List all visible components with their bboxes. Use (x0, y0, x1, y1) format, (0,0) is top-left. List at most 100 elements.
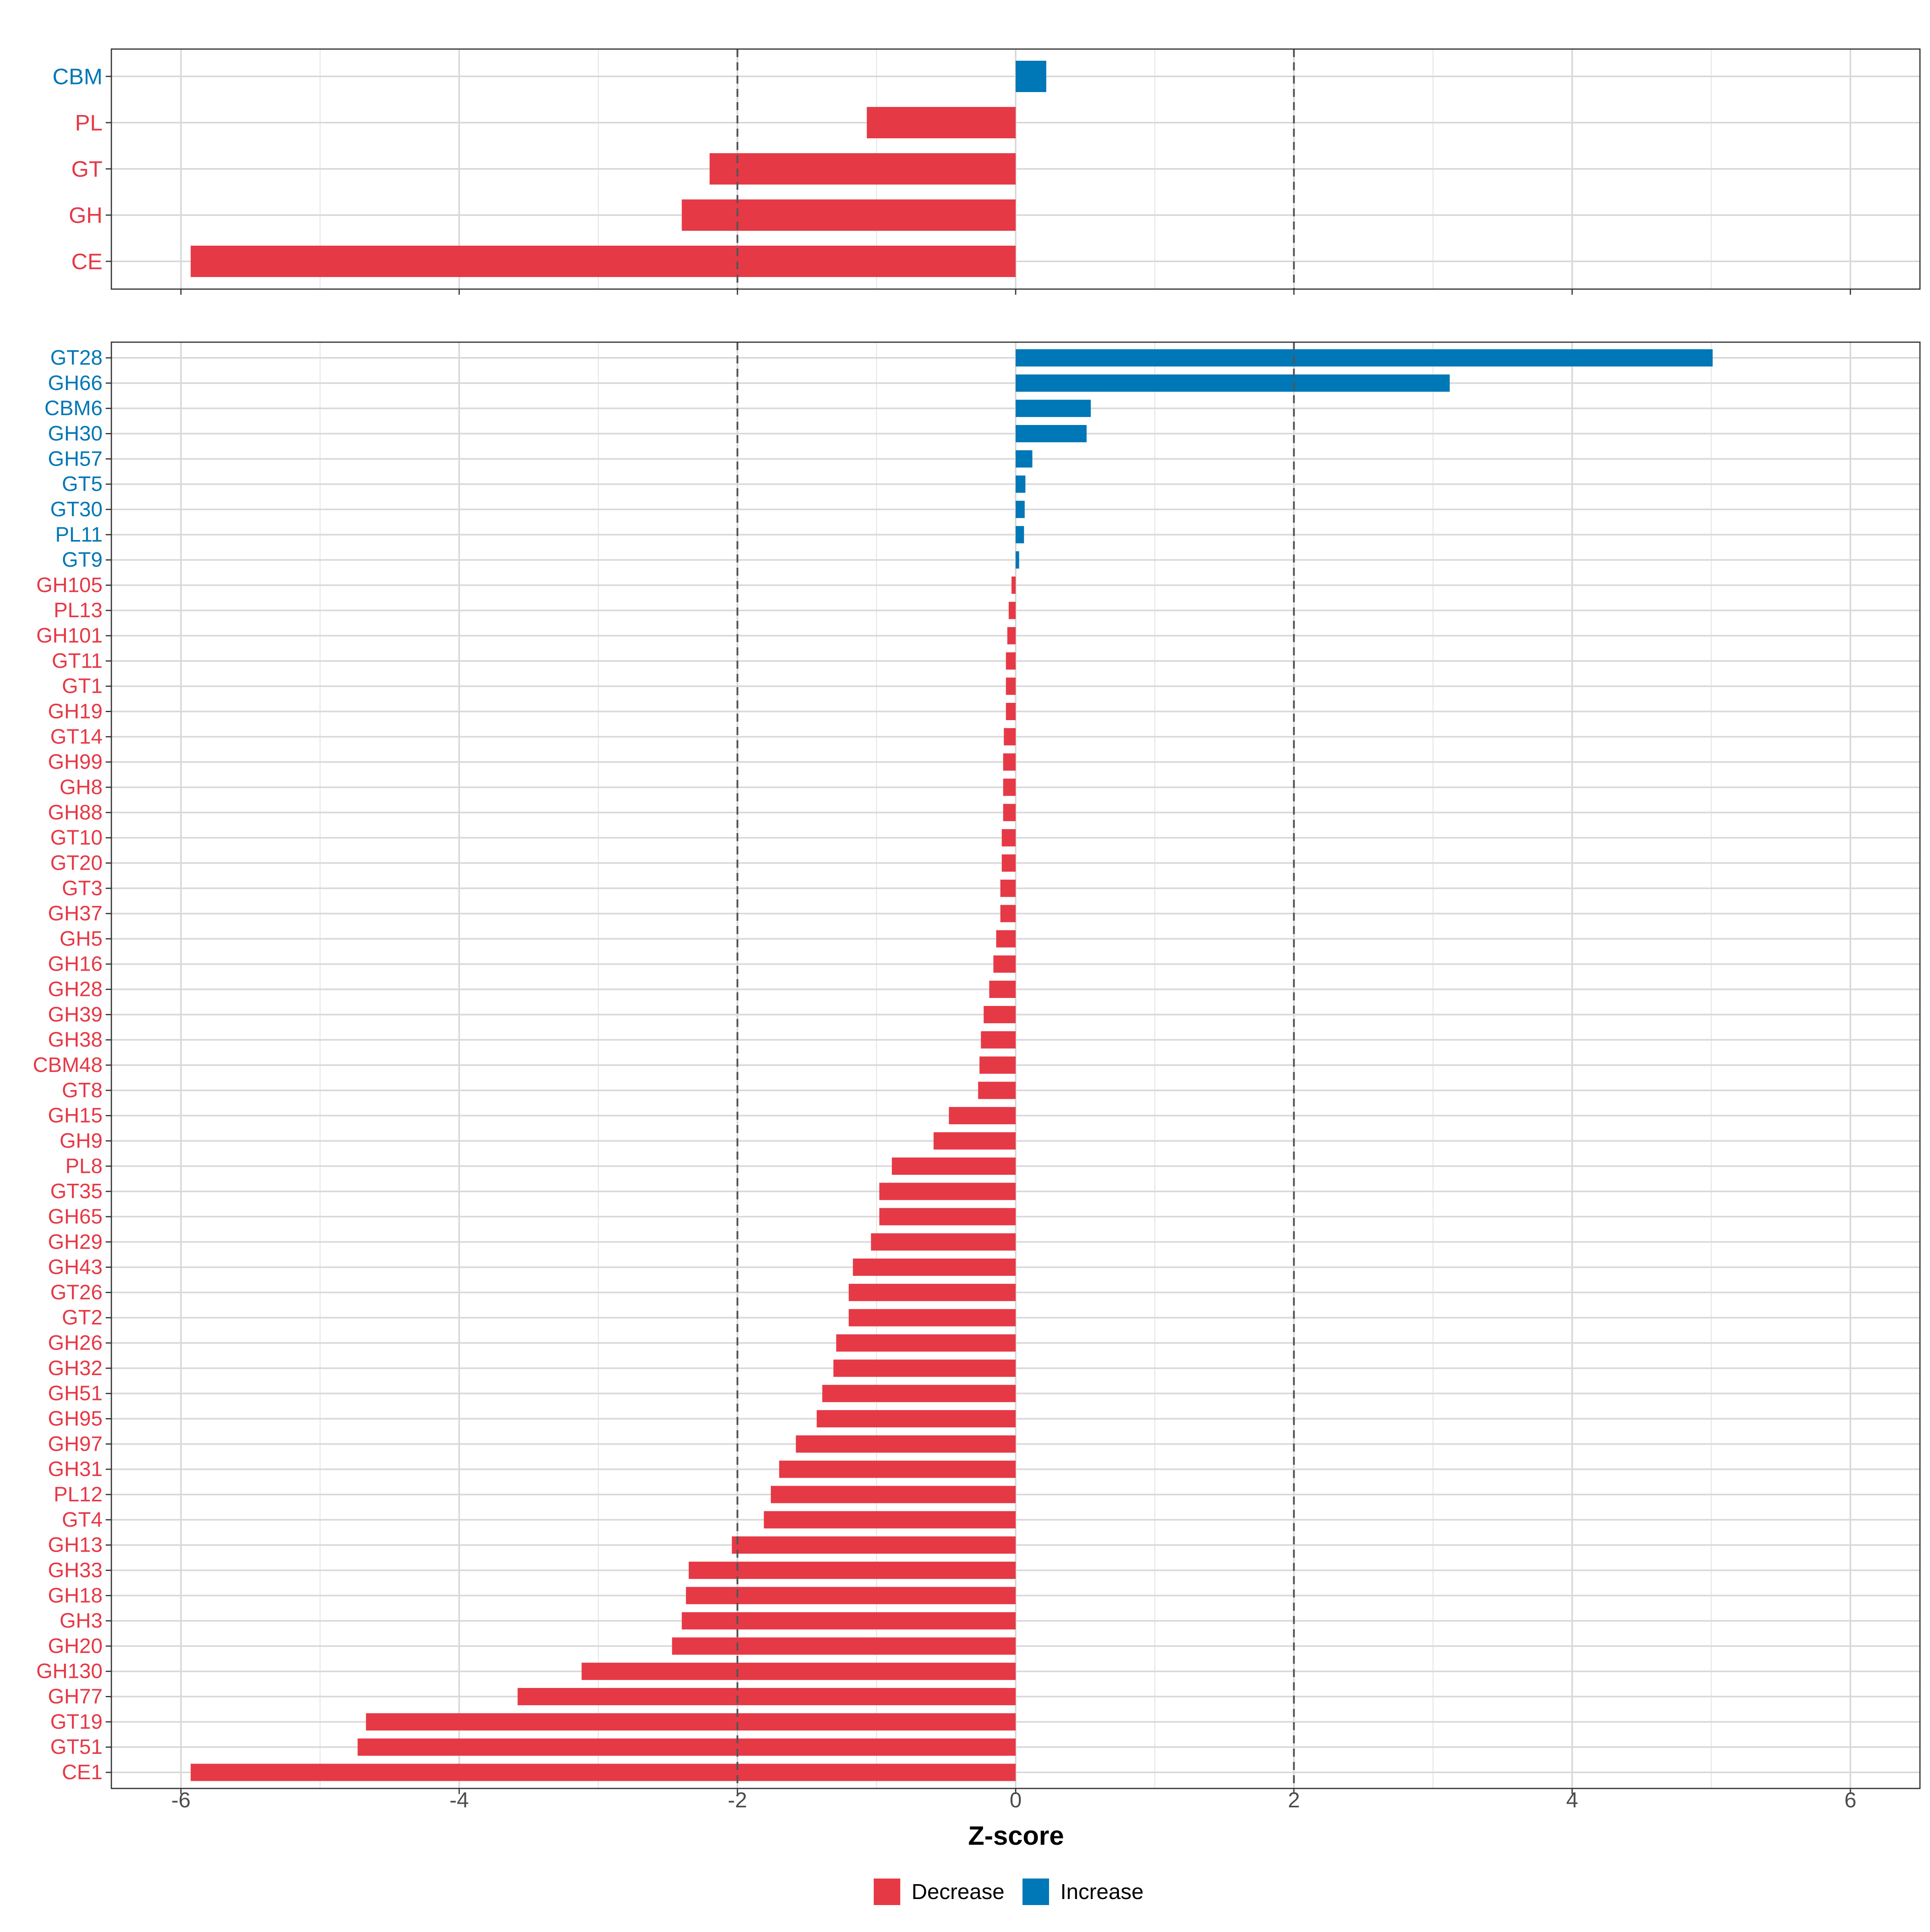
bar-gh88 (1003, 804, 1016, 821)
bar-gh99 (1003, 753, 1016, 771)
bar-gt9 (1016, 551, 1019, 569)
bar-gt (709, 153, 1016, 185)
bar-gt4 (764, 1511, 1016, 1529)
bar-gh20 (672, 1637, 1016, 1655)
category-label: CE (71, 249, 103, 274)
category-label: GH39 (48, 1003, 103, 1026)
category-label: GH97 (48, 1432, 103, 1456)
category-label: GH3 (60, 1609, 103, 1632)
bar-gt30 (1016, 501, 1025, 518)
category-label: GT2 (62, 1306, 103, 1329)
category-label: PL11 (55, 523, 103, 546)
bar-pl13 (1008, 602, 1016, 619)
category-label: GT19 (50, 1710, 103, 1733)
bar-gh15 (949, 1107, 1016, 1125)
bar-pl (866, 107, 1016, 138)
bar-gh16 (993, 955, 1016, 973)
category-label: GH18 (48, 1584, 103, 1607)
bar-gh (682, 199, 1016, 231)
bar-gh19 (1006, 703, 1016, 720)
category-label: GH5 (60, 927, 103, 951)
bar-gh13 (732, 1536, 1016, 1554)
category-label: GH88 (48, 801, 103, 824)
x-tick-label: -6 (171, 1788, 191, 1812)
bar-gt10 (1002, 829, 1016, 847)
bar-gh32 (833, 1359, 1016, 1377)
bar-gh57 (1016, 450, 1033, 468)
bar-gh5 (996, 930, 1016, 948)
bar-gt1 (1006, 678, 1016, 695)
category-label: GH9 (60, 1129, 103, 1152)
bar-gh30 (1016, 425, 1087, 442)
bar-gh39 (983, 1006, 1016, 1023)
category-label: GT28 (50, 346, 103, 370)
bar-gt20 (1002, 854, 1016, 872)
bar-gh130 (581, 1663, 1016, 1680)
category-label: CE1 (62, 1761, 103, 1784)
category-label: PL12 (54, 1483, 103, 1506)
category-label: CBM6 (45, 397, 103, 420)
bar-ce1 (191, 1764, 1016, 1781)
category-label: GT (71, 156, 103, 182)
bar-gh33 (688, 1561, 1016, 1579)
category-label: PL (75, 110, 103, 136)
bar-gt5 (1016, 475, 1026, 493)
category-label: GT8 (62, 1079, 103, 1102)
category-label: GH43 (48, 1256, 103, 1279)
legend-label-increase: Increase (1060, 1880, 1144, 1904)
category-label: CBM48 (33, 1053, 103, 1077)
legend: Decrease Increase (874, 1879, 1144, 1905)
category-label: GH (69, 203, 103, 228)
x-axis-title: Z-score (968, 1821, 1064, 1850)
bar-gt51 (357, 1738, 1016, 1756)
category-label: GT11 (52, 649, 103, 673)
x-tick-label: 6 (1844, 1788, 1856, 1812)
x-tick-label: 4 (1566, 1788, 1578, 1812)
category-label: GH57 (48, 447, 103, 470)
bar-gh95 (817, 1410, 1016, 1427)
category-label: GH99 (48, 750, 103, 774)
category-label: GT30 (50, 498, 103, 521)
x-axis: -6 -4 -2 0 2 4 6 (171, 1788, 1856, 1812)
category-label: GH28 (48, 978, 103, 1001)
bar-cbm48 (979, 1056, 1016, 1074)
bar-gt14 (1004, 728, 1016, 745)
bar-gh43 (853, 1259, 1016, 1276)
category-label: GH101 (36, 624, 103, 647)
bar-gh18 (686, 1587, 1016, 1604)
bar-gh51 (822, 1385, 1016, 1402)
category-label: GH38 (48, 1028, 103, 1051)
category-label: PL13 (54, 599, 103, 622)
bar-gh26 (836, 1334, 1016, 1352)
bar-gt11 (1006, 652, 1016, 670)
category-label: GH31 (48, 1458, 103, 1481)
category-label: GT4 (62, 1508, 103, 1532)
category-label: PL8 (65, 1154, 103, 1178)
category-label: GH16 (48, 953, 103, 976)
bar-gh3 (682, 1612, 1016, 1630)
category-label: GT9 (62, 548, 103, 572)
category-label: GH8 (60, 776, 103, 799)
bar-gh8 (1003, 778, 1016, 796)
bar-gh97 (796, 1435, 1016, 1453)
x-tick-label: 0 (1010, 1788, 1022, 1812)
bar-gt3 (1000, 879, 1016, 897)
bar-cbm (1016, 61, 1047, 92)
bar-pl11 (1016, 526, 1024, 544)
legend-key-increase (1022, 1879, 1049, 1905)
category-label: GH29 (48, 1230, 103, 1254)
category-label: GH26 (48, 1331, 103, 1355)
bar-gh31 (779, 1460, 1016, 1478)
category-label: GT1 (62, 675, 103, 698)
category-label: GT5 (62, 472, 103, 496)
bar-pl12 (771, 1486, 1016, 1503)
bar-pl8 (892, 1157, 1016, 1175)
bar-ce (191, 246, 1016, 277)
bar-gh66 (1016, 374, 1450, 392)
category-label: GT51 (50, 1735, 103, 1759)
category-label: GT20 (50, 851, 103, 875)
category-label: GH20 (48, 1634, 103, 1658)
category-label: GH33 (48, 1558, 103, 1582)
